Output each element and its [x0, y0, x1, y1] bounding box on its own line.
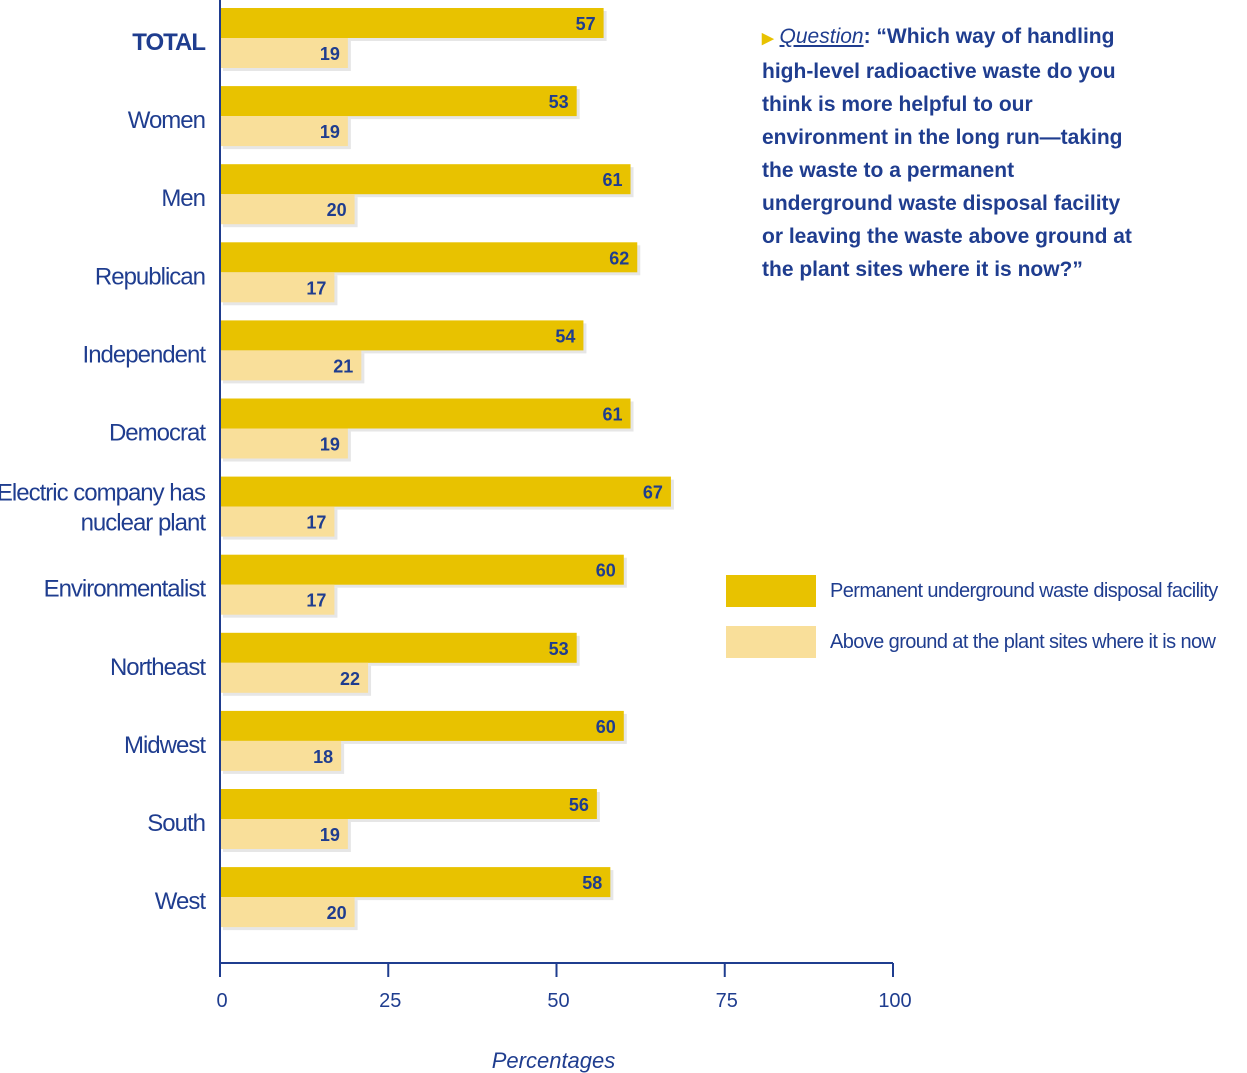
bar-value-label: 57 [576, 14, 596, 34]
category-label: Women [128, 107, 205, 134]
x-tick-label: 50 [547, 990, 569, 1012]
bar-above-ground [220, 194, 355, 225]
category-label: Democrat [109, 420, 206, 447]
category-label: Midwest [124, 732, 206, 759]
bar-value-label: 20 [327, 903, 347, 923]
bar-value-label: 19 [320, 44, 340, 64]
question-text: : “Which way of handling high-level radi… [762, 25, 1132, 281]
bar-value-label: 53 [549, 639, 569, 659]
chart-legend: Permanent underground waste disposal fac… [726, 574, 1246, 676]
legend-swatch-series-2 [726, 626, 816, 658]
legend-swatch-series-1 [726, 575, 816, 607]
bar-above-ground [220, 662, 369, 693]
bar-value-label: 61 [602, 170, 622, 190]
category-label: nuclear plant [81, 510, 207, 537]
bar-value-label: 19 [320, 122, 340, 142]
bar-above-ground [220, 116, 348, 147]
category-label: Independent [83, 341, 207, 368]
bar-above-ground [220, 428, 348, 459]
bar-underground [220, 476, 671, 507]
bar-underground [220, 710, 624, 741]
bar-value-label: 17 [306, 278, 326, 298]
category-label: TOTAL [132, 29, 205, 56]
bar-above-ground [220, 350, 362, 381]
bar-above-ground [220, 272, 335, 303]
bar-underground [220, 86, 577, 117]
bar-value-label: 17 [306, 513, 326, 533]
x-axis-title: Percentages [492, 1048, 616, 1073]
survey-question: ▶ Question: “Which way of handling high-l… [762, 20, 1132, 286]
bar-value-label: 58 [582, 873, 602, 893]
legend-label-series-1: Permanent underground waste disposal fac… [830, 579, 1218, 602]
bar-above-ground [220, 819, 348, 849]
category-label: Republican [95, 263, 205, 290]
bar-value-label: 19 [320, 825, 340, 845]
bar-underground [220, 867, 611, 898]
bar-above-ground [220, 740, 342, 771]
bar-above-ground [220, 584, 335, 615]
bar-value-label: 67 [643, 483, 663, 503]
bar-underground [220, 398, 631, 429]
bar-value-label: 53 [549, 92, 569, 112]
bar-underground [220, 242, 638, 273]
bar-above-ground [220, 897, 355, 928]
bar-value-label: 18 [313, 747, 333, 767]
bar-underground [220, 554, 624, 585]
bar-above-ground [220, 38, 348, 68]
bar-underground [220, 164, 631, 195]
bar-value-label: 20 [327, 200, 347, 220]
category-label: Men [161, 185, 205, 212]
bar-underground [220, 789, 597, 819]
triangle-marker-icon: ▶ [762, 30, 774, 47]
bar-underground [220, 8, 604, 38]
legend-label-series-2: Above ground at the plant sites where it… [830, 630, 1216, 653]
bar-value-label: 56 [569, 795, 589, 815]
bar-value-label: 60 [596, 717, 616, 737]
question-lead: Question [779, 25, 864, 48]
x-tick-label: 25 [379, 990, 401, 1012]
category-label: Environmentalist [44, 576, 207, 603]
x-tick-label: 100 [878, 990, 911, 1012]
bar-value-label: 62 [609, 248, 629, 268]
x-tick-label: 0 [216, 990, 227, 1012]
bar-value-label: 21 [333, 356, 353, 376]
category-label: Electric company has [0, 480, 206, 507]
bar-value-label: 61 [602, 405, 622, 425]
bar-value-label: 19 [320, 435, 340, 455]
bar-value-label: 17 [306, 591, 326, 611]
x-tick-label: 75 [716, 990, 738, 1012]
bar-underground [220, 320, 584, 351]
bar-underground [220, 632, 577, 663]
category-label: West [155, 888, 207, 915]
category-label: South [147, 810, 205, 837]
legend-item-series-1: Permanent underground waste disposal fac… [726, 574, 1246, 608]
legend-item-series-2: Above ground at the plant sites where it… [726, 625, 1246, 659]
bar-value-label: 22 [340, 669, 360, 689]
bar-value-label: 60 [596, 561, 616, 581]
bar-above-ground [220, 506, 335, 537]
bar-value-label: 54 [555, 326, 575, 346]
category-label: Northeast [110, 654, 206, 681]
